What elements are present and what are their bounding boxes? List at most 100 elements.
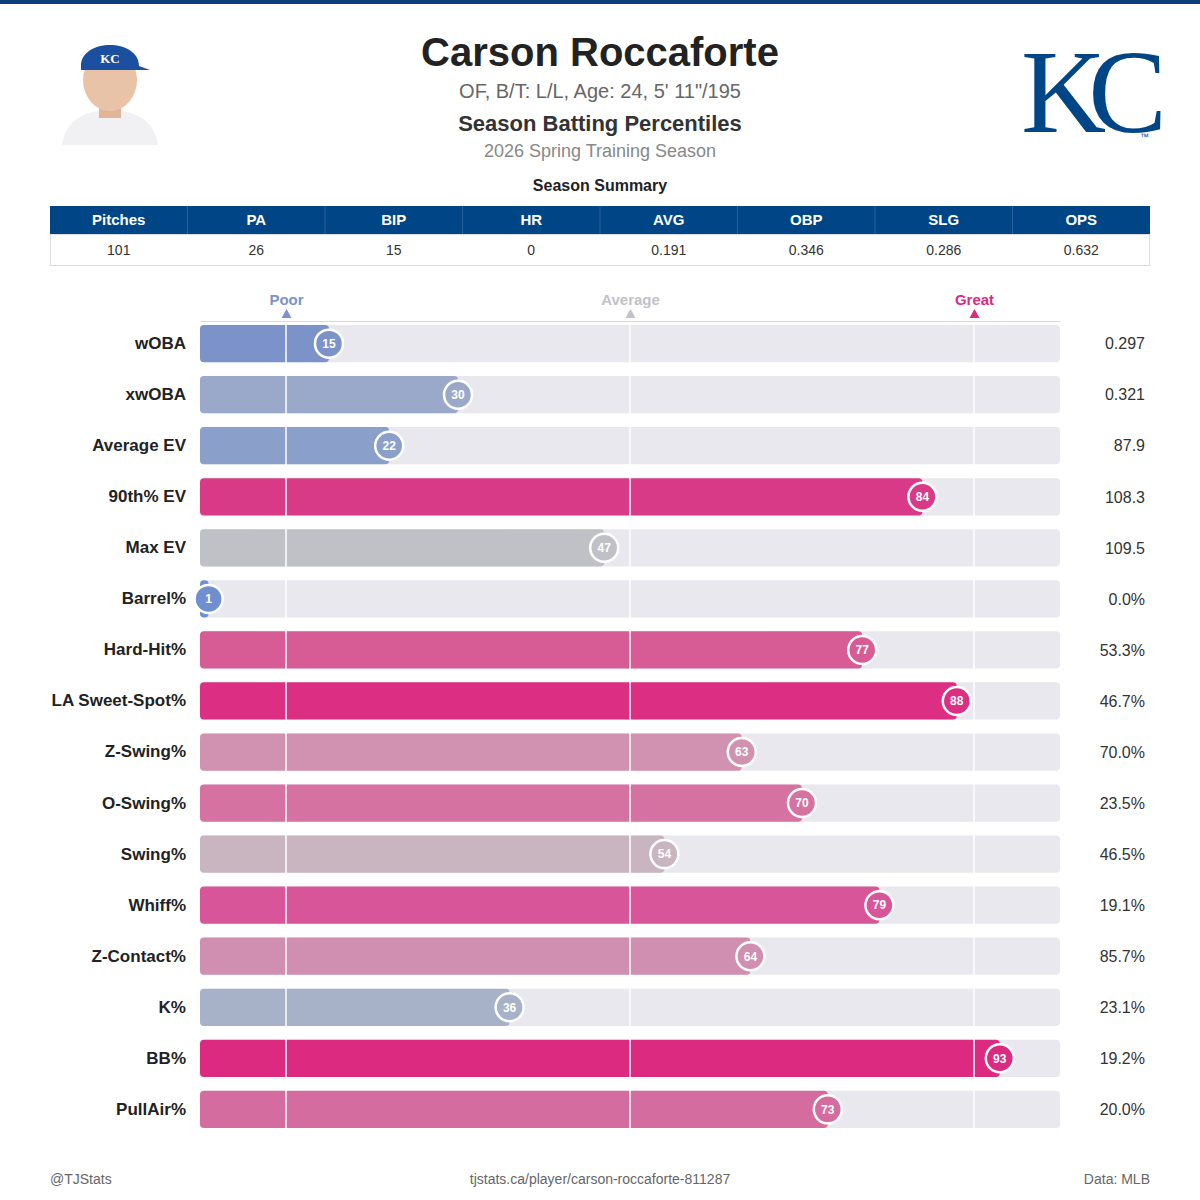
label-badge (943, 687, 971, 715)
metric-value: 70.0% (1100, 744, 1145, 761)
photo-cap-logo: KC (100, 51, 120, 66)
data-label: 15 (322, 337, 336, 351)
data-label: 22 (383, 439, 397, 453)
label-badge (908, 483, 936, 511)
table-title: Season Summary (533, 177, 667, 194)
category-label: Z-Contact% (92, 947, 186, 966)
bar (200, 427, 389, 464)
table-cell: 0.286 (926, 242, 961, 258)
footer-left: @TJStats (50, 1171, 112, 1187)
axis-tick-label: Poor (269, 291, 303, 308)
data-label: 54 (658, 847, 672, 861)
page: KCKC™Carson RoccaforteOF, B/T: L/L, Age:… (0, 0, 1200, 1200)
metric-value: 0.321 (1105, 386, 1145, 403)
metric-values: 0.2970.32187.9108.3109.50.0%53.3%46.7%70… (1100, 335, 1145, 1118)
category-tick: K% (159, 998, 200, 1017)
data-label: 84 (916, 490, 930, 504)
category-tick: Z-Contact% (92, 947, 200, 966)
table-header: PA (246, 211, 266, 228)
category-label: Whiff% (128, 896, 186, 915)
bars (200, 325, 1000, 1128)
category-tick: Swing% (121, 845, 200, 864)
bar (200, 1091, 828, 1128)
grid (286, 325, 974, 1128)
axis-marker (970, 309, 980, 318)
bar (200, 784, 802, 821)
category-label: Average EV (92, 436, 187, 455)
metric-value: 87.9 (1114, 437, 1145, 454)
category-tick: PullAir% (116, 1100, 200, 1119)
table-divider (1012, 206, 1013, 234)
table-header-bg (50, 206, 1150, 234)
label-badge (496, 993, 524, 1021)
team-logo-mark: ™ (1140, 132, 1149, 142)
category-tick: Average EV (92, 436, 200, 455)
data-label: 77 (856, 643, 870, 657)
bar (200, 835, 664, 872)
category-tick: BB% (146, 1049, 200, 1068)
metric-value: 23.5% (1100, 795, 1145, 812)
label-badge (986, 1044, 1014, 1072)
table-header: HR (520, 211, 542, 228)
category-label: wOBA (134, 334, 186, 353)
grid-line (285, 325, 287, 1128)
metric-value: 20.0% (1100, 1101, 1145, 1118)
table-header: OBP (790, 211, 823, 228)
chart-title: Season Batting Percentiles (458, 111, 742, 136)
grid-line (973, 325, 975, 1128)
category-tick: Hard-Hit% (104, 640, 200, 659)
category-tick: Whiff% (128, 896, 200, 915)
table-cell: 0 (527, 242, 535, 258)
metric-value: 19.1% (1100, 897, 1145, 914)
metric-value: 53.3% (1100, 642, 1145, 659)
metric-value: 19.2% (1100, 1050, 1145, 1067)
bar (200, 1040, 1000, 1077)
metric-value: 46.5% (1100, 846, 1145, 863)
x-axis: Poor Average Great (201, 291, 1061, 322)
axis-tick-label: Great (955, 291, 994, 308)
grid-line (629, 325, 631, 1128)
label-badge (736, 942, 764, 970)
metric-value: 109.5 (1105, 540, 1145, 557)
label-badge (315, 330, 343, 358)
category-label: O-Swing% (102, 794, 186, 813)
tracks (200, 325, 1060, 1128)
label-badge (375, 432, 403, 460)
bar (200, 938, 750, 975)
axis-tick: Average (601, 291, 660, 321)
axis-marker (282, 309, 292, 318)
label-badge (814, 1095, 842, 1123)
table-header: AVG (653, 211, 684, 228)
table-divider (875, 206, 876, 234)
label-badge (848, 636, 876, 664)
table-body-bg (51, 235, 1150, 266)
category-label: K% (159, 998, 186, 1017)
data-label: 30 (451, 388, 465, 402)
y-axis: wOBAxwOBAAverage EV90th% EVMax EVBarrel%… (52, 334, 200, 1119)
category-label: Hard-Hit% (104, 640, 186, 659)
category-label: Swing% (121, 845, 186, 864)
top-rule (0, 0, 1200, 4)
axis-tick: Great (955, 291, 994, 321)
team-logo: KC (1021, 27, 1161, 158)
footer-center: tjstats.ca/player/carson-roccaforte-8112… (470, 1171, 731, 1187)
bar (200, 529, 604, 566)
label-badge (195, 585, 223, 613)
table-cell: 101 (107, 242, 131, 258)
bar (200, 733, 742, 770)
bar (200, 325, 329, 362)
data-label: 88 (950, 694, 964, 708)
chart-subtitle: 2026 Spring Training Season (484, 141, 716, 161)
bar (200, 478, 922, 515)
category-label: LA Sweet-Spot% (52, 691, 186, 710)
table-header: Pitches (92, 211, 145, 228)
category-tick: 90th% EV (109, 487, 200, 506)
axis-tick-label: Average (601, 291, 660, 308)
metric-value: 46.7% (1100, 693, 1145, 710)
table-cell: 0.632 (1064, 242, 1099, 258)
summary-table: PitchesPABIPHRAVGOBPSLGOPS101261500.1910… (50, 206, 1150, 266)
bar (200, 631, 862, 668)
label-badge (650, 840, 678, 868)
category-label: xwOBA (126, 385, 186, 404)
category-label: PullAir% (116, 1100, 186, 1119)
